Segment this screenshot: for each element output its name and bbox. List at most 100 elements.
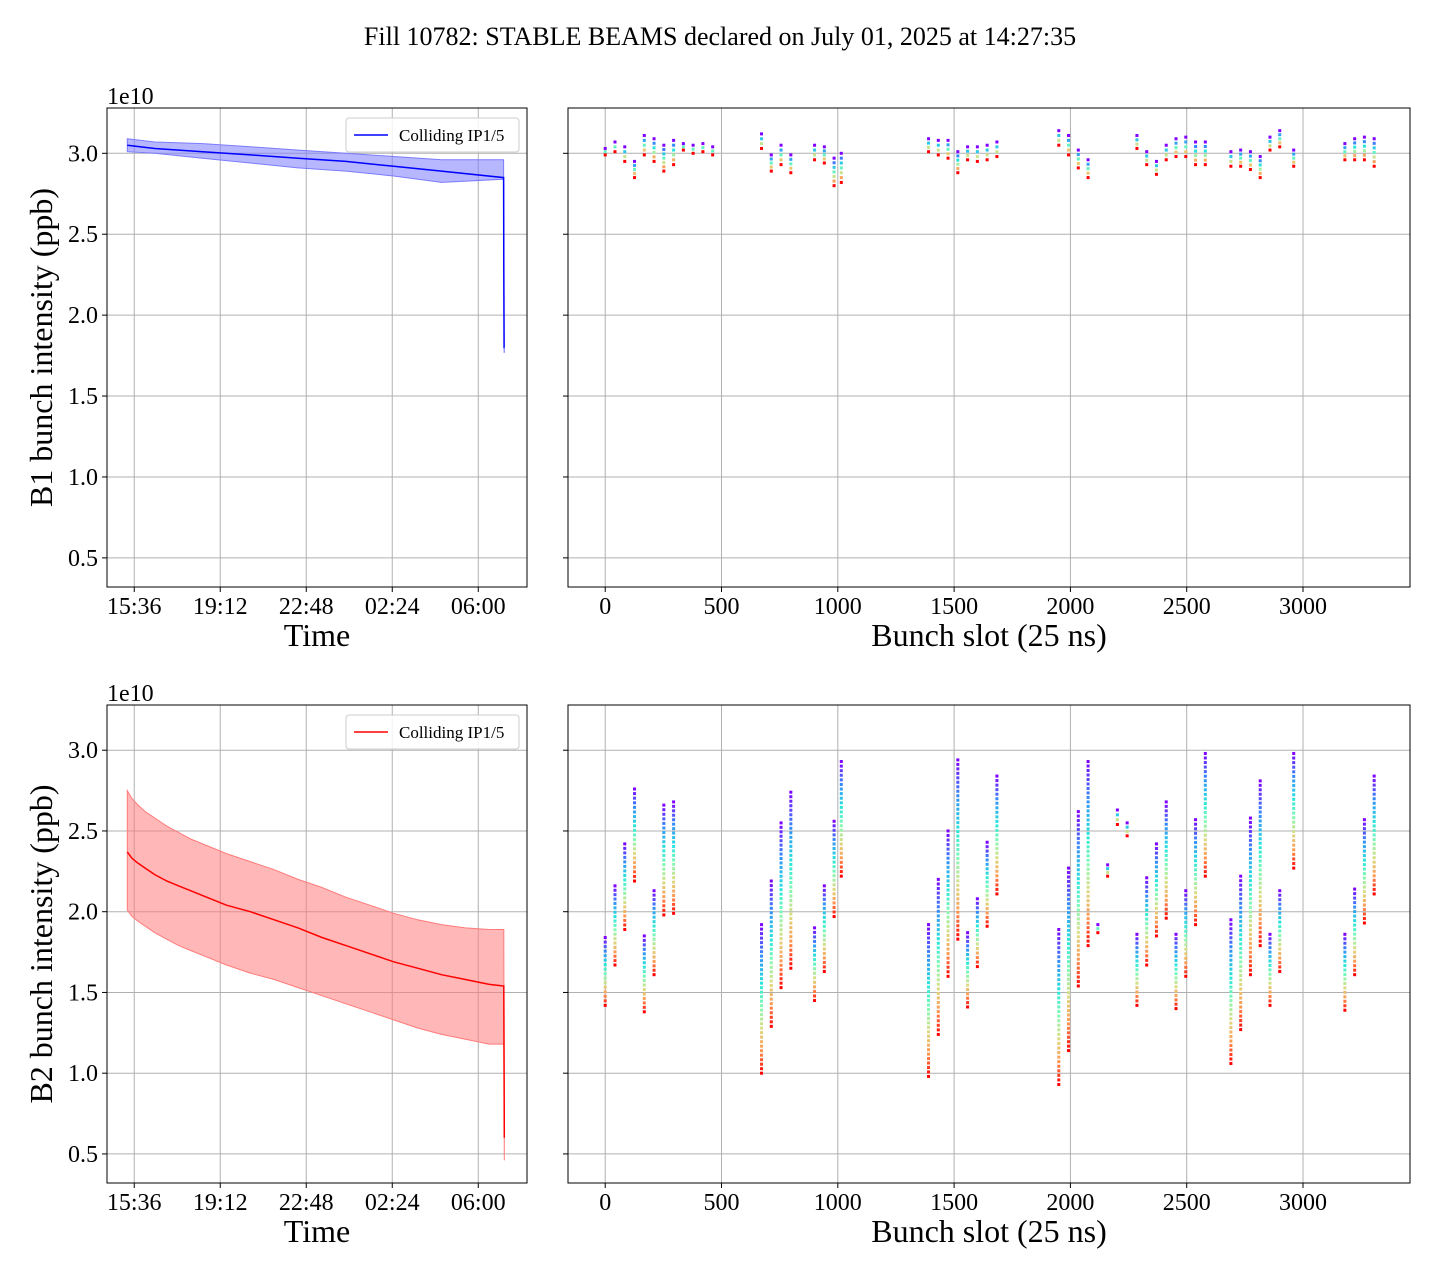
bunch-point — [1174, 945, 1178, 949]
bunch-point — [975, 897, 979, 901]
bunch-point — [1229, 1035, 1233, 1039]
bunch-point — [927, 1043, 931, 1047]
bunch-point — [1164, 871, 1168, 875]
bunch-point — [966, 149, 970, 153]
bunch-point — [1076, 975, 1080, 979]
bunch-point — [769, 988, 773, 992]
bunch-point — [927, 1070, 931, 1074]
bunch-point — [1164, 809, 1168, 813]
x-tick-label: 1000 — [814, 1190, 862, 1216]
bunch-point — [623, 869, 627, 873]
bunch-point — [1229, 1017, 1233, 1021]
bunch-point — [927, 1057, 931, 1061]
bunch-point — [1258, 850, 1262, 854]
bunch-point — [1076, 868, 1080, 872]
bunch-point — [927, 1007, 931, 1011]
mean-line — [126, 851, 506, 1138]
bunch-point — [1135, 932, 1139, 936]
bunch-point — [711, 153, 715, 157]
bunch-point — [1076, 944, 1080, 948]
bunch-point — [936, 928, 940, 932]
bunch-point — [1076, 935, 1080, 939]
bunch-point — [789, 808, 793, 812]
bunch-point — [769, 970, 773, 974]
bunch-point — [760, 936, 764, 940]
bunch-point — [662, 853, 666, 857]
bunch-point — [1343, 995, 1347, 999]
bunch-point — [1164, 849, 1168, 853]
bunch-point — [1067, 1013, 1071, 1017]
bunch-point — [1057, 955, 1061, 959]
bunch-point — [1239, 919, 1243, 923]
bunch-point — [1248, 829, 1252, 833]
bunch-point — [956, 883, 960, 887]
bunch-point — [1248, 910, 1252, 914]
bunch-point — [779, 972, 783, 976]
y-tick-label: 2.5 — [68, 222, 98, 248]
bunch-point — [946, 961, 950, 965]
bunch-point — [1135, 968, 1139, 972]
bunch-point — [789, 899, 793, 903]
bunch-point — [1343, 946, 1347, 950]
bunch-point — [1229, 981, 1233, 985]
bunch-point — [1268, 941, 1272, 945]
bunch-point — [985, 840, 989, 844]
bunch-point — [946, 834, 950, 838]
bunch-point — [936, 148, 940, 152]
bunch-point — [995, 815, 999, 819]
bunch-point — [1096, 927, 1100, 931]
bunch-point — [822, 915, 826, 919]
bunch-point — [839, 856, 843, 860]
figure-title: Fill 10782: STABLE BEAMS declared on Jul… — [364, 22, 1076, 51]
bunch-point — [779, 830, 783, 834]
bunch-point — [623, 923, 627, 927]
bunch-point — [1194, 836, 1198, 840]
bunch-point — [1203, 792, 1207, 796]
bunch-point — [927, 990, 931, 994]
bunch-point — [1292, 793, 1296, 797]
bunch-point — [623, 860, 627, 864]
bunch-point — [822, 145, 826, 149]
bunch-point — [1268, 986, 1272, 990]
bunch-point — [1258, 167, 1262, 171]
bunch-point — [1292, 862, 1296, 866]
bunch-point — [1067, 906, 1071, 910]
bunch-point — [1278, 893, 1282, 897]
bunch-point — [822, 893, 826, 897]
bunch-point — [1076, 827, 1080, 831]
bunch-point — [1248, 928, 1252, 932]
bunch-point — [1292, 829, 1296, 833]
bunch-point — [956, 888, 960, 892]
bunch-point — [1184, 898, 1188, 902]
bunch-point — [1145, 940, 1149, 944]
bunch-point — [1164, 894, 1168, 898]
bunch-point — [946, 829, 950, 833]
bunch-point — [760, 1026, 764, 1030]
bunch-point — [985, 849, 989, 853]
bunch-point — [1353, 901, 1357, 905]
bunch-point — [1164, 880, 1168, 884]
bunch-point — [1268, 968, 1272, 972]
bunch-point — [1248, 159, 1252, 163]
bunch-point — [769, 974, 773, 978]
bunch-point — [760, 1017, 764, 1021]
bunch-point — [1174, 146, 1178, 150]
bunch-point — [1362, 149, 1366, 153]
bunch-point — [672, 885, 676, 889]
bunch-point — [642, 996, 646, 1000]
x-tick-label: 1500 — [930, 594, 978, 620]
bunch-point — [936, 1010, 940, 1014]
bunch-point — [642, 965, 646, 969]
bunch-point — [1292, 160, 1296, 164]
bunch-point — [946, 924, 950, 928]
bunch-point — [1145, 922, 1149, 926]
bunch-point — [822, 951, 826, 955]
bunch-point — [1278, 947, 1282, 951]
bunch-point — [1248, 923, 1252, 927]
bunch-point — [1057, 950, 1061, 954]
bunch-point — [1353, 887, 1357, 891]
bunch-point — [956, 803, 960, 807]
bunch-point — [1343, 932, 1347, 936]
bunch-point — [995, 155, 999, 159]
